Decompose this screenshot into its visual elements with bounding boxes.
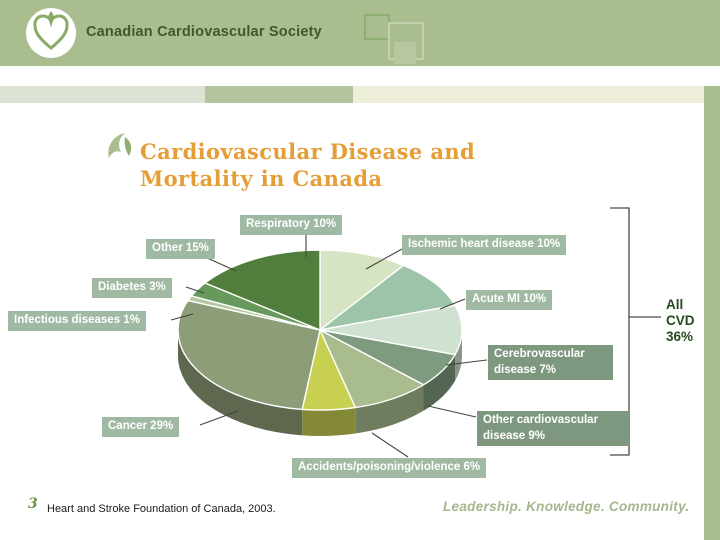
pie-label-diabetes: Diabetes 3% bbox=[92, 278, 172, 298]
pie-slice-other-cardiovascular-disease bbox=[319, 329, 425, 409]
pie-label-other: Other 15% bbox=[146, 239, 215, 259]
pie-slice-side-cancer bbox=[177, 330, 303, 436]
slide-number: 3 bbox=[28, 496, 38, 512]
pie-label-respiratory: Respiratory 10% bbox=[240, 215, 343, 235]
all-cvd-annotation: All CVD 36% bbox=[666, 297, 695, 345]
leader-lines bbox=[170, 235, 488, 458]
pie-slice-side-accidents-poisoning-violence bbox=[302, 407, 356, 437]
band-segment-light bbox=[0, 86, 205, 103]
pie-slice-respiratory bbox=[319, 249, 405, 331]
decorative-squares bbox=[360, 10, 430, 66]
ccs-logo bbox=[26, 8, 76, 58]
pie-chart: Respiratory 10% Ischemic heart disease 1… bbox=[0, 205, 720, 490]
square-outline-small bbox=[364, 14, 390, 40]
pie-label-infectious-diseases: Infectious diseases 1% bbox=[8, 311, 146, 331]
header-bar: Canadian Cardiovascular Society bbox=[0, 0, 720, 66]
slide-title: Cardiovascular Disease and Mortality in … bbox=[140, 139, 476, 191]
pie-label-other-cardiovascular-disease: Other cardiovascular disease 9% bbox=[477, 411, 630, 447]
accent-band bbox=[0, 86, 720, 103]
all-cvd-bracket bbox=[610, 207, 661, 456]
pie-slice-acute-mi bbox=[319, 304, 463, 356]
pie-label-cerebrovascular-disease: Cerebrovascular disease 7% bbox=[488, 345, 613, 381]
pie-label-ischemic-heart-disease: Ischemic heart disease 10% bbox=[402, 235, 567, 255]
pie-slice-ischemic-heart-disease bbox=[319, 264, 456, 331]
pie-slice-side-other-cardiovascular-disease bbox=[355, 384, 424, 434]
pie-label-cancer: Cancer 29% bbox=[102, 417, 180, 437]
right-sidebar-strip bbox=[704, 86, 720, 540]
heart-leaf-icon bbox=[33, 11, 69, 50]
ccs-logo-text: Canadian Cardiovascular Society bbox=[86, 24, 322, 40]
pie-label-accidents-poisoning-violence: Accidents/poisoning/violence 6% bbox=[292, 458, 487, 478]
tagline: Leadership. Knowledge. Community. bbox=[443, 499, 690, 514]
band-segment-medium bbox=[205, 86, 353, 103]
band-segment-cream bbox=[353, 86, 720, 103]
pie-slice-side-cerebrovascular-disease bbox=[423, 354, 456, 411]
source-citation: Heart and Stroke Foundation of Canada, 2… bbox=[47, 503, 276, 515]
square-filled bbox=[394, 42, 416, 64]
pie-chart-canvas bbox=[170, 207, 661, 458]
leaf-icon bbox=[104, 131, 138, 166]
pie-label-acute-mi: Acute MI 10% bbox=[466, 290, 553, 310]
